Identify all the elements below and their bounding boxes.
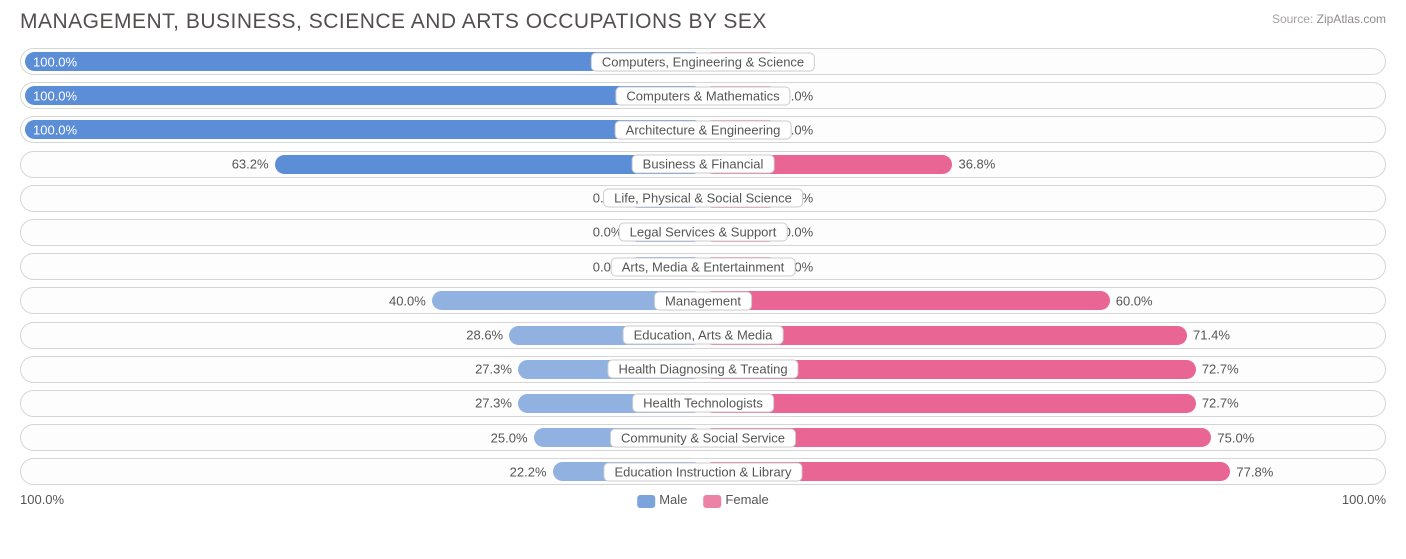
category-label: Education, Arts & Media bbox=[623, 326, 784, 345]
male-value: 25.0% bbox=[491, 430, 528, 445]
chart-row: 25.0% 75.0% Community & Social Service bbox=[20, 424, 1386, 451]
male-value: 100.0% bbox=[33, 122, 77, 137]
chart-row: 100.0%0.0%Architecture & Engineering bbox=[20, 116, 1386, 143]
axis-right-label: 100.0% bbox=[1342, 492, 1386, 507]
female-bar bbox=[703, 394, 1196, 413]
female-value: 77.8% bbox=[1236, 464, 1273, 479]
category-label: Community & Social Service bbox=[610, 428, 796, 447]
male-swatch bbox=[637, 495, 655, 508]
category-label: Health Technologists bbox=[632, 394, 774, 413]
male-value: 100.0% bbox=[33, 88, 77, 103]
male-value: 100.0% bbox=[33, 54, 77, 69]
axis-left-label: 100.0% bbox=[20, 492, 64, 507]
chart-row: 100.0%0.0%Computers & Mathematics bbox=[20, 82, 1386, 109]
male-bar bbox=[25, 120, 703, 139]
chart-title: MANAGEMENT, BUSINESS, SCIENCE AND ARTS O… bbox=[20, 10, 767, 34]
category-label: Architecture & Engineering bbox=[615, 120, 792, 139]
category-label: Business & Financial bbox=[632, 155, 775, 174]
male-value: 27.3% bbox=[475, 396, 512, 411]
chart-row: 100.0%0.0%Computers, Engineering & Scien… bbox=[20, 48, 1386, 75]
female-value: 0.0% bbox=[784, 225, 814, 240]
category-label: Health Diagnosing & Treating bbox=[607, 360, 798, 379]
category-label: Management bbox=[654, 291, 752, 310]
chart-row: 0.0%0.0%Legal Services & Support bbox=[20, 219, 1386, 246]
category-label: Legal Services & Support bbox=[619, 223, 788, 242]
chart-row: 40.0% 60.0% Management bbox=[20, 287, 1386, 314]
female-swatch bbox=[703, 495, 721, 508]
source-label: Source: bbox=[1272, 12, 1313, 26]
chart-row: 63.2% 36.8% Business & Financial bbox=[20, 151, 1386, 178]
male-value: 63.2% bbox=[232, 157, 269, 172]
source-value: ZipAtlas.com bbox=[1317, 12, 1386, 26]
male-value: 22.2% bbox=[510, 464, 547, 479]
category-label: Arts, Media & Entertainment bbox=[611, 257, 796, 276]
chart-row: 28.6% 71.4% Education, Arts & Media bbox=[20, 322, 1386, 349]
diverging-bar-chart: 100.0% 0.0% Computers, Engineering & Scien… bbox=[20, 48, 1386, 485]
chart-row: 27.3% 72.7% Health Technologists bbox=[20, 390, 1386, 417]
female-value: 75.0% bbox=[1217, 430, 1254, 445]
legend-item-male: Male bbox=[637, 492, 687, 507]
chart-row: 0.0%0.0%Arts, Media & Entertainment bbox=[20, 253, 1386, 280]
legend-male-label: Male bbox=[659, 492, 687, 507]
female-value: 72.7% bbox=[1202, 362, 1239, 377]
female-value: 72.7% bbox=[1202, 396, 1239, 411]
female-value: 60.0% bbox=[1116, 293, 1153, 308]
chart-row: 22.2% 77.8% Education Instruction & Librar… bbox=[20, 458, 1386, 485]
chart-row: 27.3% 72.7% Health Diagnosing & Treating bbox=[20, 356, 1386, 383]
category-label: Life, Physical & Social Science bbox=[603, 189, 803, 208]
source-attribution: Source: ZipAtlas.com bbox=[1272, 10, 1386, 26]
chart-row: 0.0%0.0%Life, Physical & Social Science bbox=[20, 185, 1386, 212]
category-label: Computers & Mathematics bbox=[615, 86, 790, 105]
male-bar bbox=[25, 86, 703, 105]
legend: Male Female bbox=[637, 492, 769, 507]
female-value: 36.8% bbox=[958, 157, 995, 172]
category-label: Computers, Engineering & Science bbox=[591, 52, 815, 71]
category-label: Education Instruction & Library bbox=[603, 462, 802, 481]
male-value: 28.6% bbox=[466, 328, 503, 343]
x-axis: 100.0% Male Female 100.0% bbox=[20, 492, 1386, 516]
legend-item-female: Female bbox=[703, 492, 768, 507]
female-value: 71.4% bbox=[1193, 328, 1230, 343]
female-bar bbox=[703, 291, 1110, 310]
male-value: 27.3% bbox=[475, 362, 512, 377]
legend-female-label: Female bbox=[725, 492, 768, 507]
male-value: 40.0% bbox=[389, 293, 426, 308]
